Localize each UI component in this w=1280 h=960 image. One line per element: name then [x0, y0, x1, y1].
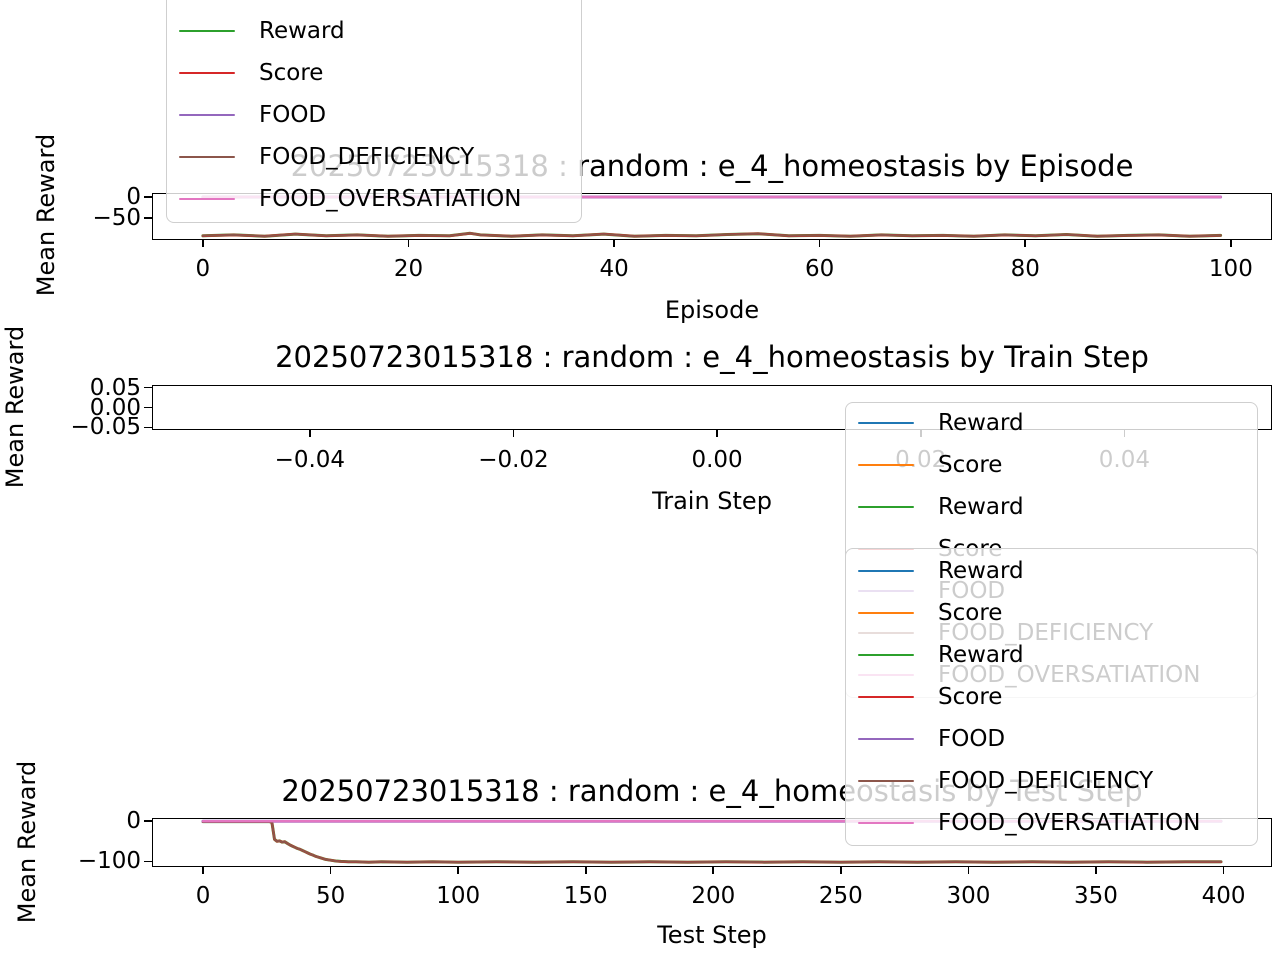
legend-box-3: Reward Score Reward Score FOOD FOOD_DEFICIENC… [845, 548, 1258, 846]
plot-3-series-line-FOOD_DEFICIENCY [202, 820, 1222, 864]
legend-sample-line [179, 197, 235, 201]
legend-entry-label: FOOD [259, 102, 327, 128]
plot-3-x-tick-mark [840, 867, 842, 874]
legend-sample-line [179, 155, 235, 159]
plot-3-x-tick-label: 200 [691, 883, 736, 909]
plot-2-x-tick-label: −0.02 [478, 447, 549, 473]
plot-3-y-tick-label: 0 [126, 808, 141, 835]
plot-1-x-tick-label: 40 [599, 256, 629, 282]
legend-sample-line [858, 421, 914, 425]
plot-2-y-tick-label: 0.05 [89, 374, 141, 401]
plot-3-y-tick-label: −100 [77, 848, 141, 875]
plot-2-x-axis-label: Train Step [652, 487, 772, 515]
legend-entry-label: Score [259, 0, 323, 4]
plot-1-series-line-FOOD_DEFICIENCY [201, 232, 1222, 238]
plot-1-y-tick-mark [144, 196, 152, 198]
legend-entry-label: Reward [938, 494, 1024, 520]
plot-3-x-tick-mark [584, 867, 587, 874]
plot-3-axes-box [152, 818, 1272, 867]
plot-1-axes-box [152, 193, 1272, 240]
plot-3-x-tick-label: 250 [818, 883, 863, 909]
legend-entry-label: FOOD_OVERSATIATION [938, 810, 1201, 836]
legend-sample-line [858, 779, 914, 783]
legend-sample-line [179, 113, 235, 117]
plot-3-x-tick-mark [967, 867, 970, 874]
plot-3-x-tick-mark [329, 867, 332, 874]
plot-1-x-tick-mark [613, 240, 615, 247]
legend-entry-label: FOOD [938, 726, 1006, 752]
plot-1-x-tick-label: 0 [195, 256, 211, 282]
plot-3-x-tick-mark [1222, 867, 1225, 874]
plot-2-y-tick-mark [144, 426, 152, 429]
plot-2-x-tick-mark [309, 430, 311, 437]
legend-sample-line [179, 29, 235, 33]
legend-sample-line [179, 71, 235, 75]
plot-2-x-tick-label: −0.04 [274, 447, 346, 473]
plot-3-x-tick-mark [457, 867, 459, 874]
plot-3-y-tick-mark [144, 820, 152, 822]
plot-2-x-tick-mark [512, 430, 515, 437]
plot-1-y-tick-label: −50 [92, 205, 141, 232]
plot-2-title: 20250723015318 : random : e_4_homeostasi… [275, 340, 1149, 374]
legend-entry-label: Score [259, 60, 324, 86]
legend-sample-line [858, 569, 914, 573]
plot-1-x-tick-mark [1230, 240, 1232, 247]
plot-1-x-axis-label: Episode [664, 296, 760, 324]
legend-sample-line [858, 505, 914, 509]
plot-3-x-tick-label: 100 [436, 883, 481, 909]
plot-3-x-tick-label: 0 [195, 883, 211, 909]
legend-sample-line [858, 737, 914, 741]
plot-1-x-tick-label: 20 [393, 256, 424, 282]
legend-entry-label: FOOD_DEFICIENCY [259, 144, 475, 170]
legend-entry-label: Score [938, 684, 1003, 710]
plot-1-x-tick-label: 80 [1010, 256, 1040, 282]
plot-3-y-tick-mark [144, 860, 152, 863]
legend-entry-label: Reward [259, 18, 345, 44]
plot-3-x-tick-mark [712, 867, 715, 874]
plot-2-x-tick-label: 0.00 [691, 447, 743, 473]
legend-entry-label: FOOD_DEFICIENCY [938, 768, 1154, 794]
legend-entry-label: Reward [938, 410, 1024, 436]
plot-2-axes-box [152, 385, 1272, 430]
plot-1-x-tick-label: 60 [805, 256, 835, 282]
plot-3-x-tick-label: 50 [315, 883, 346, 909]
plot-3-x-axis-label: Test Step [657, 921, 767, 949]
legend-sample-line [858, 463, 914, 467]
plot-1-y-tick-mark [144, 217, 152, 219]
legend-entry-label: Reward [938, 558, 1024, 584]
legend-entry-label: Score [938, 452, 1003, 478]
legend-box-1: RewardScoreRewardScoreFOODFOOD_DEFICIENC… [166, 0, 582, 223]
plot-2-y-tick-mark [144, 406, 152, 409]
plot-2-x-tick-mark [716, 430, 718, 437]
plot-2-y-tick-mark [144, 386, 152, 389]
plot-3-x-tick-label: 400 [1201, 883, 1246, 909]
legend-sample-line [858, 695, 914, 699]
legend-entry-label: Reward [938, 642, 1024, 668]
plot-3-x-tick-label: 150 [563, 883, 608, 909]
plot-1-x-tick-label: 100 [1208, 256, 1253, 282]
plot-3-x-tick-label: 350 [1074, 883, 1118, 909]
legend-sample-line [858, 611, 914, 615]
plot-1-x-tick-mark [407, 240, 410, 247]
plot-1-x-tick-mark [1024, 240, 1027, 247]
plot-3-x-tick-label: 300 [946, 883, 991, 909]
legend-sample-line [858, 653, 914, 657]
legend-sample-line [858, 821, 914, 825]
plot-1-x-tick-mark [202, 240, 204, 247]
plot-2-y-tick-label: −0.05 [70, 414, 141, 441]
plot-3-x-tick-mark [1095, 867, 1097, 874]
plot-2-y-tick-label: 0.00 [89, 394, 141, 421]
legend-entry-label: FOOD_OVERSATIATION [259, 186, 522, 212]
plot-1-x-tick-mark [818, 240, 821, 247]
plot-1-y-tick-label: 0 [126, 184, 141, 210]
legend-entry-label: Score [938, 600, 1003, 626]
plot-3-x-tick-mark [202, 867, 204, 874]
